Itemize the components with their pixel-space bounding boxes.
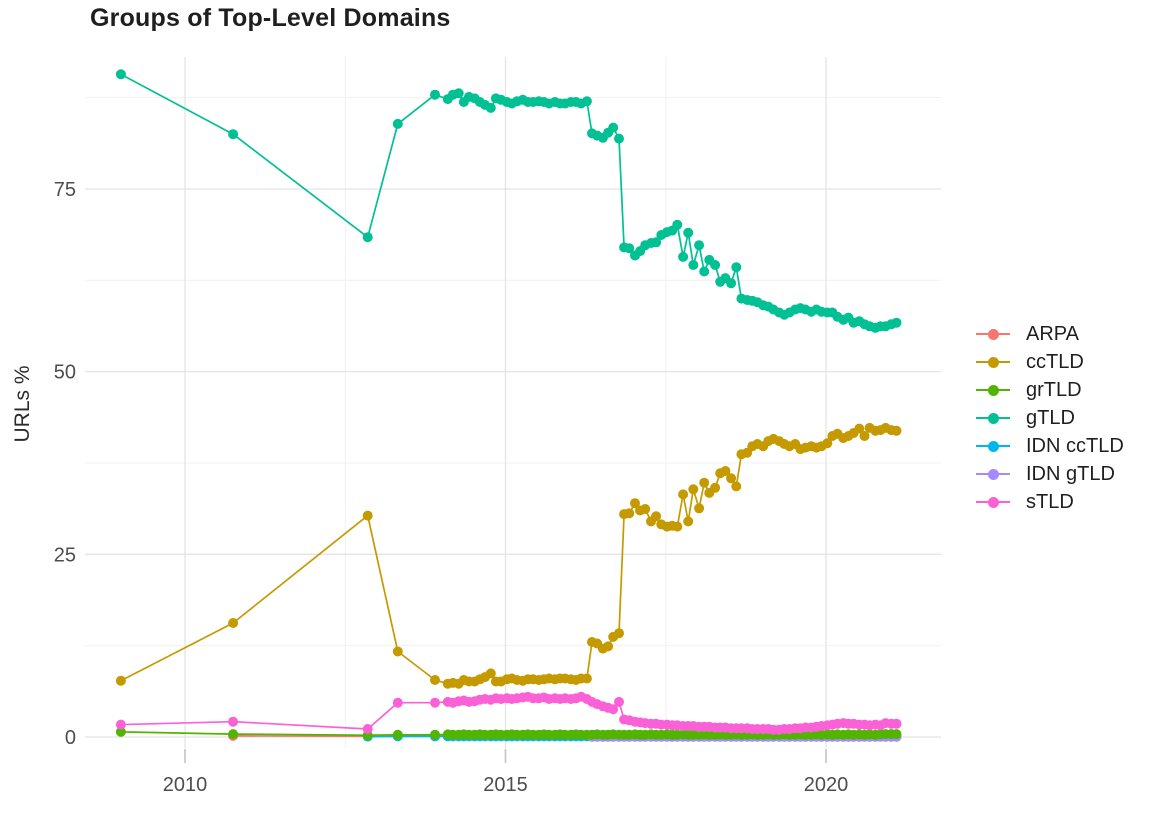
series-point-grtld	[228, 729, 239, 740]
series-point-cctld	[581, 673, 592, 684]
legend: ARPA ccTLD grTLD gTLD IDN ccTLD IDN gTLD sTLD	[976, 320, 1124, 516]
series-point-cctld	[731, 481, 742, 492]
series-point-gtld	[362, 232, 373, 243]
legend-item-label: sTLD	[1026, 490, 1074, 513]
series-point-stld	[362, 724, 373, 734]
x-tick-label: 2010	[163, 774, 208, 796]
series-point-cctld	[651, 511, 662, 522]
series-point-cctld	[859, 431, 870, 441]
series-point-grtld	[392, 729, 403, 740]
series-point-cctld	[392, 646, 403, 657]
series-point-gtld	[694, 240, 705, 251]
series-point-gtld	[485, 102, 496, 113]
series-point-cctld	[891, 425, 902, 436]
legend-item-label: ARPA	[1026, 322, 1079, 345]
series-point-cctld	[362, 510, 373, 521]
legend-item-label: gTLD	[1026, 406, 1075, 429]
series-point-stld	[392, 697, 403, 708]
series-point-gtld	[453, 88, 464, 99]
legend-item-label: IDN gTLD	[1026, 462, 1115, 485]
legend-item-label: IDN ccTLD	[1026, 434, 1124, 457]
series-point-stld	[115, 719, 126, 730]
series-point-cctld	[485, 668, 496, 679]
series-point-cctld	[710, 482, 721, 493]
series-point-gtld	[672, 219, 683, 230]
series-point-cctld	[678, 489, 689, 500]
series-point-gtld	[688, 260, 699, 270]
series-point-cctld	[694, 503, 705, 514]
series-point-gtld	[699, 266, 710, 277]
x-tick-label: 2020	[804, 774, 849, 796]
y-tick-label: 75	[54, 179, 76, 201]
legend-key-icon	[976, 432, 1010, 460]
series-point-gtld	[726, 278, 737, 289]
series-point-gtld	[710, 260, 721, 270]
legend-item-idn-gtld: IDN gTLD	[976, 460, 1124, 488]
series-point-gtld	[678, 251, 689, 262]
legend-key-icon	[976, 348, 1010, 376]
series-point-stld	[608, 704, 619, 715]
series-point-gtld	[731, 262, 742, 273]
legend-key-icon	[976, 376, 1010, 404]
series-point-gtld	[624, 243, 635, 254]
series-point-gtld	[651, 237, 662, 248]
legend-key-icon	[976, 488, 1010, 516]
series-point-cctld	[726, 473, 737, 484]
series-point-stld	[891, 718, 902, 729]
series-point-cctld	[115, 675, 126, 686]
series-point-cctld	[683, 516, 694, 527]
legend-item-cctld: ccTLD	[976, 348, 1124, 376]
legend-item-arpa: ARPA	[976, 320, 1124, 348]
legend-key-icon	[976, 404, 1010, 432]
chart-title: Groups of Top-Level Domains	[90, 4, 451, 32]
series-point-cctld	[228, 618, 239, 628]
legend-item-label: ccTLD	[1026, 350, 1084, 373]
legend-key-icon	[976, 320, 1010, 348]
legend-item-label: grTLD	[1026, 378, 1082, 401]
series-point-cctld	[640, 504, 651, 514]
series-point-stld	[430, 697, 440, 708]
legend-item-idn-cctld: IDN ccTLD	[976, 432, 1124, 460]
series-point-stld	[614, 696, 624, 707]
legend-key-icon	[976, 460, 1010, 488]
legend-item-stld: sTLD	[976, 488, 1124, 516]
series-point-gtld	[392, 118, 403, 129]
series-point-cctld	[614, 628, 624, 639]
series-point-cctld	[624, 508, 635, 519]
series-point-grtld	[115, 726, 126, 737]
series-point-gtld	[228, 129, 239, 140]
series-point-grtld	[891, 729, 902, 740]
series-point-gtld	[608, 122, 619, 133]
series-point-grtld	[430, 729, 440, 740]
legend-item-grtld: grTLD	[976, 376, 1124, 404]
series-point-gtld	[115, 69, 126, 80]
legend-item-gtld: gTLD	[976, 404, 1124, 432]
series-point-gtld	[683, 227, 694, 238]
series-point-gtld	[891, 317, 902, 328]
series-point-cctld	[699, 477, 710, 488]
series-point-gtld	[614, 133, 624, 144]
series-point-cctld	[630, 498, 640, 509]
series-point-cctld	[672, 521, 683, 532]
series-point-cctld	[430, 675, 440, 685]
series-point-cctld	[720, 466, 731, 476]
x-tick-label: 2015	[483, 774, 528, 796]
series-point-gtld	[581, 96, 592, 107]
y-tick-label: 25	[54, 544, 76, 566]
y-tick-label: 0	[65, 727, 76, 749]
series-point-cctld	[822, 438, 833, 449]
series-line-gtld	[120, 73, 897, 329]
series-point-cctld	[854, 423, 865, 434]
series-point-cctld	[688, 484, 699, 495]
series-point-stld	[228, 716, 239, 727]
y-tick-label: 50	[54, 362, 76, 384]
series-point-cctld	[603, 641, 614, 652]
series-point-gtld	[430, 89, 440, 100]
